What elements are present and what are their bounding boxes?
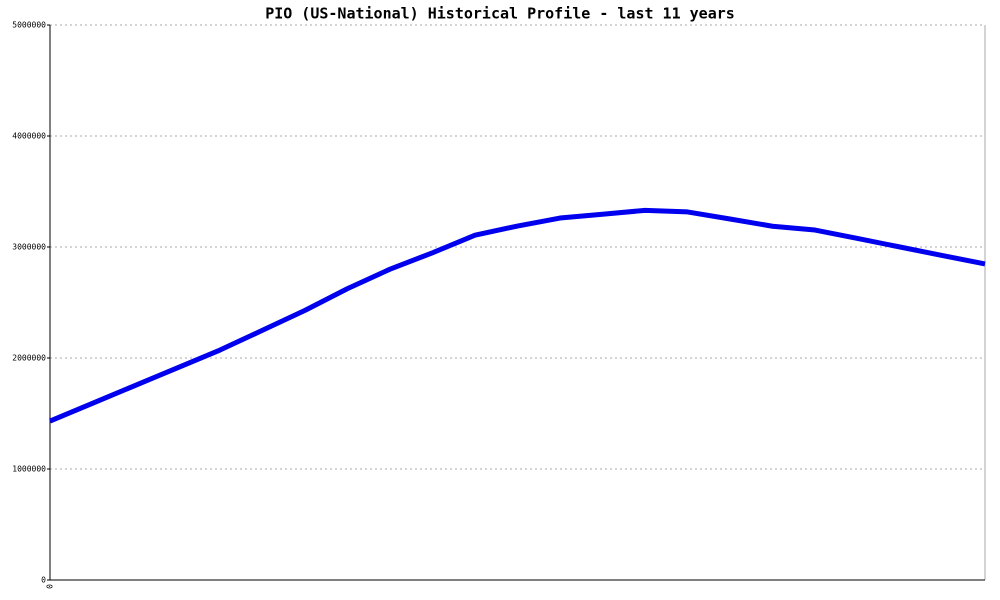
y-tick-label: 4000000 xyxy=(12,132,46,141)
y-tick-label: 3000000 xyxy=(12,243,46,252)
x-tick-label: 0 xyxy=(46,584,55,589)
y-tick-label: 2000000 xyxy=(12,354,46,363)
chart-title: PIO (US-National) Historical Profile - l… xyxy=(265,5,735,23)
y-tick-label: 5000000 xyxy=(12,21,46,30)
y-tick-label: 1000000 xyxy=(12,465,46,474)
y-tick-label: 0 xyxy=(41,576,46,585)
line-series xyxy=(49,207,986,424)
